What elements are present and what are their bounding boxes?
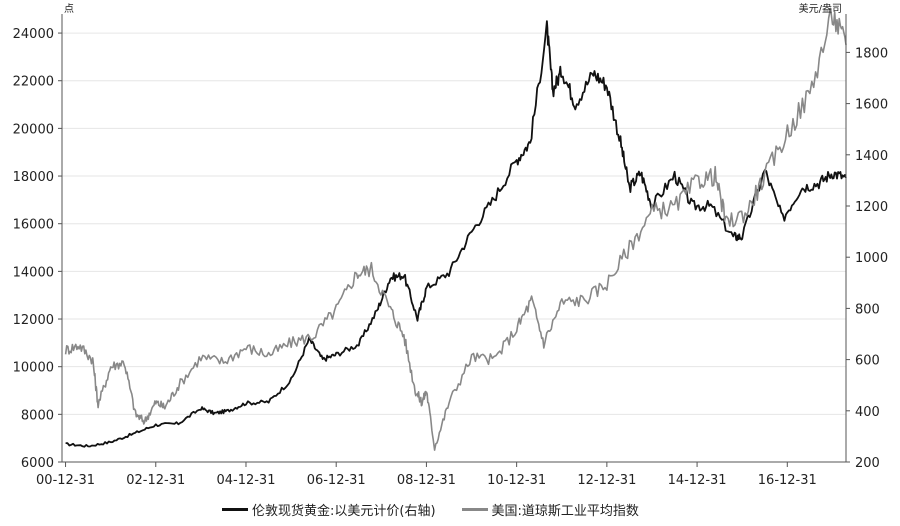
left-tick-label: 24000 [13, 27, 54, 42]
legend-item-dow: 美国:道琼斯工业平均指数 [461, 500, 639, 519]
left-tick-label: 6000 [21, 456, 54, 471]
left-tick-label: 12000 [13, 313, 54, 328]
axes [61, 14, 847, 463]
right-unit-label: 美元/盎司 [799, 2, 842, 15]
right-tick-label: 1400 [855, 149, 888, 164]
x-tick-label: 04-12-31 [216, 473, 275, 488]
x-tick-label: 02-12-31 [126, 473, 185, 488]
legend-swatch-dow [461, 508, 488, 511]
left-tick-label: 22000 [13, 75, 54, 90]
x-tick-label: 16-12-31 [758, 473, 817, 488]
legend-swatch-gold [222, 508, 248, 511]
right-tick-label: 400 [855, 405, 880, 420]
x-tick-label: 06-12-31 [307, 473, 366, 488]
left-tick-label: 18000 [13, 170, 54, 185]
legend-item-gold: 伦敦现货黄金:以美元计价(右轴) [222, 500, 436, 519]
right-tick-label: 1000 [855, 251, 888, 266]
legend-label-dow: 美国:道琼斯工业平均指数 [491, 504, 639, 519]
gridlines [62, 32, 846, 463]
x-tick-label: 12-12-31 [577, 473, 636, 488]
x-tick-label: 00-12-31 [36, 473, 95, 488]
left-tick-label: 20000 [13, 122, 54, 137]
right-tick-label: 1200 [855, 200, 888, 215]
legend-label-gold: 伦敦现货黄金:以美元计价(右轴) [252, 504, 436, 519]
right-tick-label: 1600 [855, 98, 888, 113]
left-unit-label: 点 [64, 3, 74, 15]
x-tick-label: 14-12-31 [668, 473, 727, 488]
ticks: 6000 8000 10000 12000 14000 16000 18000 20000 22… [13, 27, 888, 488]
left-tick-label: 10000 [13, 361, 54, 376]
right-tick-label: 200 [855, 456, 880, 471]
legend: 伦敦现货黄金:以美元计价(右轴) 美国:道琼斯工业平均指数 [222, 500, 665, 519]
left-tick-label: 8000 [21, 408, 54, 423]
series-lines [64, 7, 847, 451]
x-tick-label: 08-12-31 [397, 473, 456, 488]
left-tick-label: 14000 [13, 265, 54, 280]
left-tick-label: 16000 [13, 218, 54, 233]
right-tick-label: 600 [855, 354, 880, 369]
x-tick-label: 10-12-31 [487, 473, 546, 488]
right-tick-label: 1800 [855, 46, 888, 61]
gold-price-line [65, 20, 847, 448]
right-tick-label: 800 [855, 302, 880, 317]
dow-jones-line [64, 7, 847, 451]
